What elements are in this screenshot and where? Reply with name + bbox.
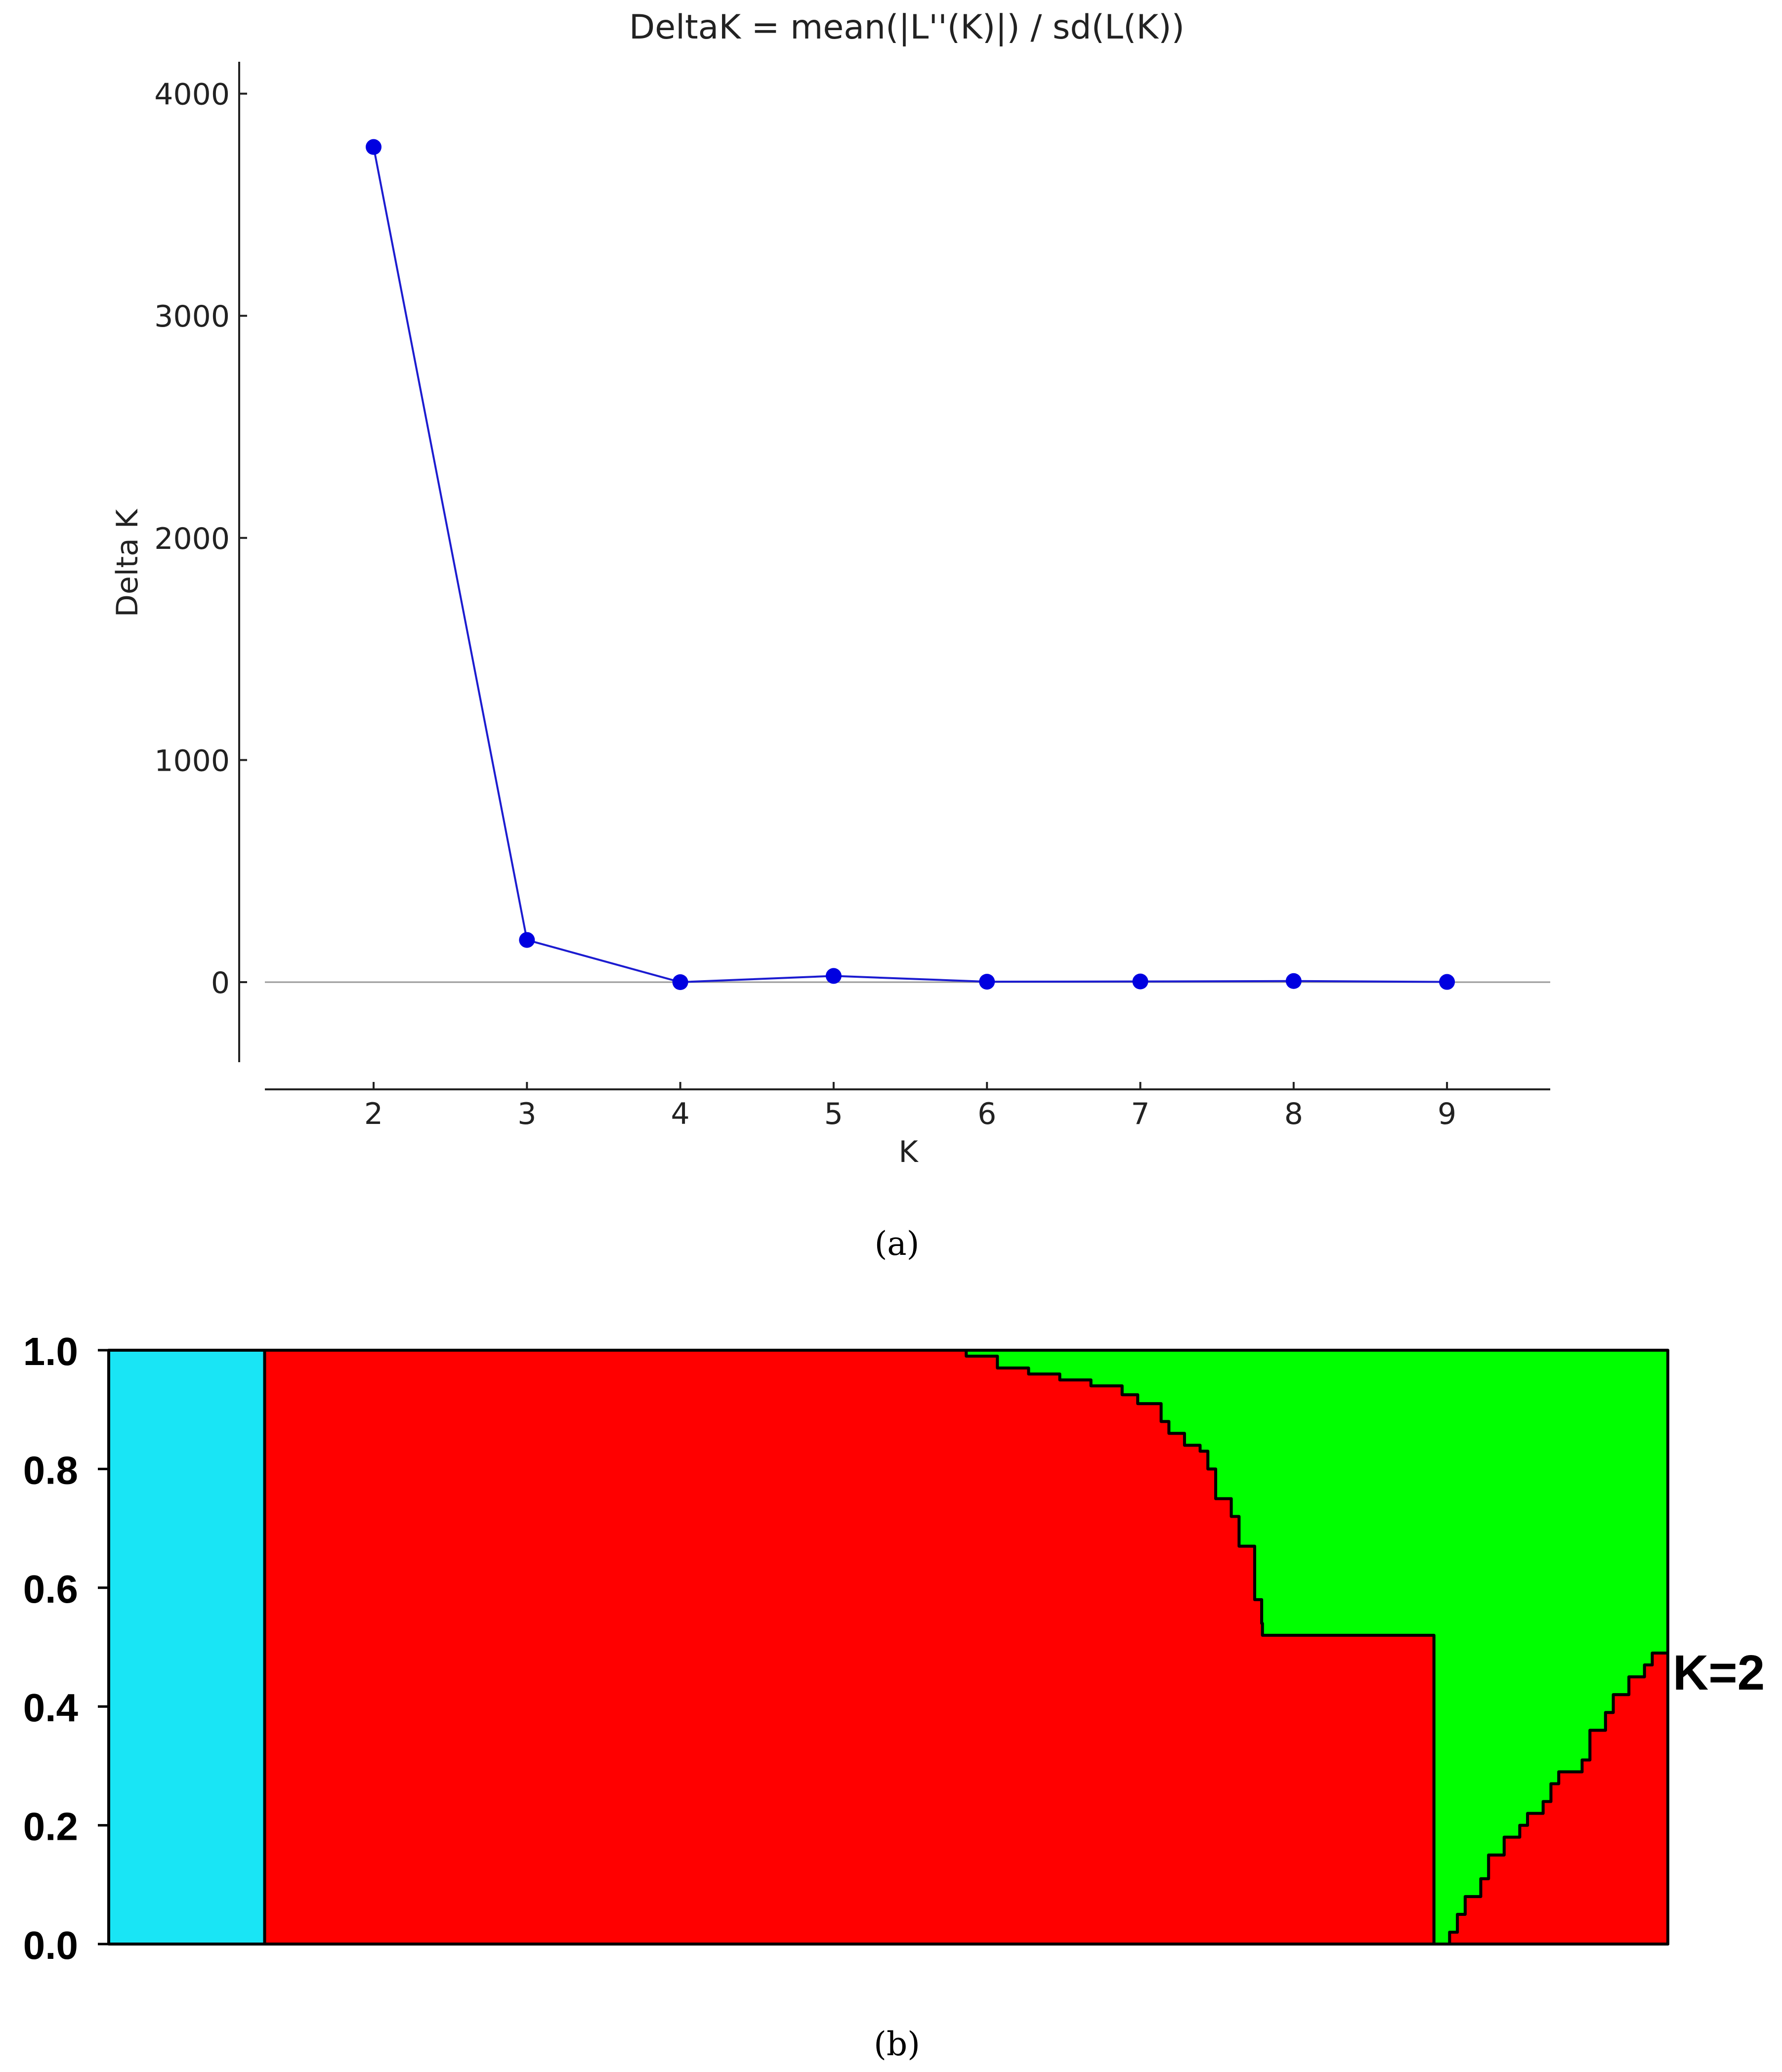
data-point: [979, 974, 995, 990]
structure-barplot: 1.0 0.8 0.6 0.4 0.2 0.0 K=2 (b): [23, 1329, 1765, 2063]
series-line: [373, 147, 1447, 984]
caption-a: (a): [875, 1225, 920, 1263]
ancestry-cluster-3: [107, 1349, 1669, 1946]
ancestry-areas: [107, 1349, 1669, 1946]
y-tick-label-b: 0.2: [23, 1805, 78, 1849]
data-point: [519, 932, 535, 948]
k-annotation: K=2: [1673, 1645, 1765, 1700]
delta-k-line-chart: DeltaK = mean(|L''(K)|) / sd(L(K)) 4000 3…: [110, 8, 1550, 1263]
data-point: [825, 968, 842, 984]
x-tick-label: 8: [1284, 1097, 1303, 1131]
y-axis-label: Delta K: [110, 508, 145, 617]
data-points: [366, 139, 1455, 990]
y-tick-label-b: 1.0: [23, 1329, 78, 1373]
y-tick-label-b: 0.8: [23, 1448, 78, 1492]
caption-b: (b): [874, 2025, 920, 2063]
x-tick-label: 4: [671, 1097, 690, 1131]
x-tick-label: 5: [824, 1097, 843, 1131]
x-ticks: 2 3 4 5 6 7 8 9: [364, 1082, 1456, 1131]
x-tick-label: 3: [517, 1097, 536, 1131]
y-tick-label-b: 0.4: [23, 1686, 79, 1730]
chart-title: DeltaK = mean(|L''(K)|) / sd(L(K)): [629, 8, 1185, 47]
y-tick-label: 4000: [154, 78, 230, 112]
y-tick-label-b: 0.6: [23, 1567, 78, 1611]
x-tick-label: 2: [364, 1097, 383, 1131]
data-point: [1132, 973, 1148, 990]
x-tick-label: 7: [1131, 1097, 1149, 1131]
data-point: [366, 139, 382, 155]
y-tick-label: 2000: [154, 522, 230, 556]
x-tick-label: 9: [1438, 1097, 1456, 1131]
data-point: [1285, 973, 1302, 989]
y-ticks-b: 1.0 0.8 0.6 0.4 0.2 0.0: [23, 1329, 109, 1967]
y-tick-label: 0: [211, 966, 230, 1000]
y-ticks: 4000 3000 2000 1000 0: [154, 78, 247, 1000]
x-axis-label: K: [898, 1135, 919, 1169]
y-tick-label-b: 0.0: [23, 1923, 78, 1967]
data-point: [1439, 974, 1455, 990]
data-point: [672, 974, 688, 990]
y-tick-label: 3000: [154, 299, 230, 334]
x-tick-label: 6: [977, 1097, 996, 1131]
y-tick-label: 1000: [154, 744, 230, 778]
